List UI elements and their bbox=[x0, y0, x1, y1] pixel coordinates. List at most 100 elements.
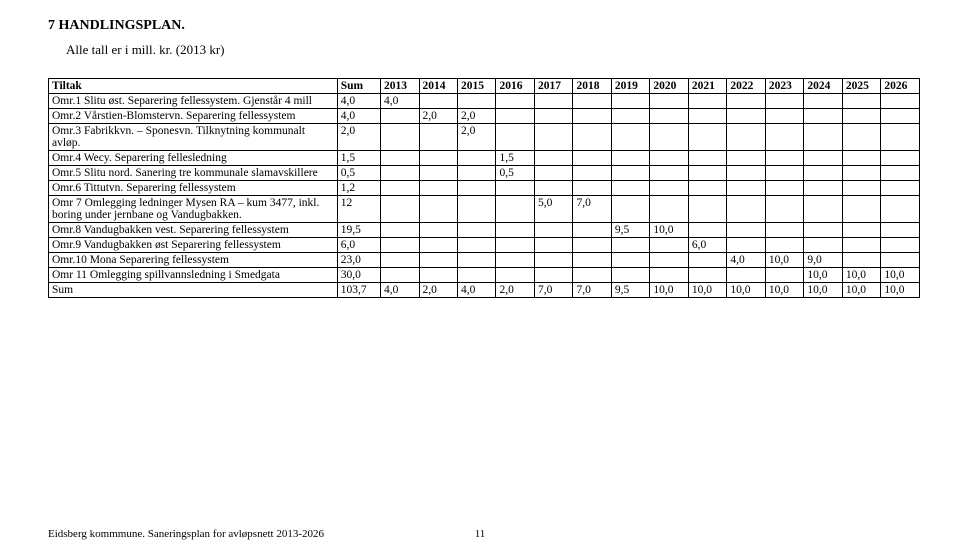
cell: 2,0 bbox=[419, 283, 457, 298]
row-label: Omr.8 Vandugbakken vest. Separering fell… bbox=[49, 223, 338, 238]
cell bbox=[650, 166, 688, 181]
cell bbox=[573, 166, 611, 181]
cell bbox=[573, 109, 611, 124]
cell bbox=[765, 109, 803, 124]
cell bbox=[881, 238, 920, 253]
cell bbox=[457, 268, 495, 283]
cell bbox=[765, 124, 803, 151]
cell bbox=[842, 181, 880, 196]
cell bbox=[457, 223, 495, 238]
cell bbox=[765, 166, 803, 181]
cell bbox=[650, 94, 688, 109]
col-header-sum: Sum bbox=[337, 79, 380, 94]
cell bbox=[496, 181, 534, 196]
cell bbox=[881, 253, 920, 268]
cell bbox=[381, 223, 419, 238]
cell bbox=[842, 223, 880, 238]
cell bbox=[611, 109, 649, 124]
cell: 2,0 bbox=[496, 283, 534, 298]
cell: 7,0 bbox=[573, 196, 611, 223]
table-row: Omr.9 Vandugbakken øst Separering felles… bbox=[49, 238, 920, 253]
cell bbox=[727, 124, 765, 151]
row-sum: 23,0 bbox=[337, 253, 380, 268]
cell bbox=[573, 124, 611, 151]
row-sum: 19,5 bbox=[337, 223, 380, 238]
cell bbox=[765, 268, 803, 283]
cell bbox=[573, 94, 611, 109]
cell bbox=[688, 196, 726, 223]
cell bbox=[496, 223, 534, 238]
cell: 10,0 bbox=[804, 268, 842, 283]
cell: 2,0 bbox=[457, 109, 495, 124]
cell bbox=[727, 109, 765, 124]
cell: 6,0 bbox=[688, 238, 726, 253]
cell bbox=[688, 151, 726, 166]
cell: 4,0 bbox=[381, 283, 419, 298]
cell bbox=[765, 181, 803, 196]
cell bbox=[650, 151, 688, 166]
cell bbox=[534, 94, 572, 109]
table-row: Omr.5 Slitu nord. Sanering tre kommunale… bbox=[49, 166, 920, 181]
cell bbox=[534, 223, 572, 238]
cell bbox=[650, 109, 688, 124]
cell bbox=[881, 166, 920, 181]
cell: 10,0 bbox=[881, 268, 920, 283]
cell bbox=[688, 268, 726, 283]
table-row: Omr.4 Wecy. Separering fellesledning1,51… bbox=[49, 151, 920, 166]
cell bbox=[727, 166, 765, 181]
col-header-year: 2026 bbox=[881, 79, 920, 94]
row-sum: 2,0 bbox=[337, 124, 380, 151]
cell bbox=[842, 166, 880, 181]
col-header-year: 2021 bbox=[688, 79, 726, 94]
cell bbox=[727, 151, 765, 166]
col-header-label: Tiltak bbox=[49, 79, 338, 94]
cell bbox=[765, 196, 803, 223]
cell bbox=[727, 94, 765, 109]
cell bbox=[381, 151, 419, 166]
row-label: Omr.9 Vandugbakken øst Separering felles… bbox=[49, 238, 338, 253]
cell bbox=[496, 196, 534, 223]
cell bbox=[881, 196, 920, 223]
cell bbox=[496, 253, 534, 268]
cell bbox=[419, 268, 457, 283]
cell bbox=[688, 124, 726, 151]
cell bbox=[419, 124, 457, 151]
cell bbox=[534, 268, 572, 283]
cell bbox=[804, 94, 842, 109]
cell bbox=[765, 151, 803, 166]
cell: 10,0 bbox=[688, 283, 726, 298]
cell bbox=[419, 94, 457, 109]
cell bbox=[457, 151, 495, 166]
row-label: Sum bbox=[49, 283, 338, 298]
cell: 10,0 bbox=[842, 283, 880, 298]
row-label: Omr.3 Fabrikkvn. – Sponesvn. Tilknytning… bbox=[49, 124, 338, 151]
cell bbox=[804, 238, 842, 253]
row-sum: 1,2 bbox=[337, 181, 380, 196]
col-header-year: 2018 bbox=[573, 79, 611, 94]
cell bbox=[381, 181, 419, 196]
cell: 7,0 bbox=[573, 283, 611, 298]
cell bbox=[534, 253, 572, 268]
cell bbox=[727, 268, 765, 283]
col-header-year: 2022 bbox=[727, 79, 765, 94]
cell: 10,0 bbox=[727, 283, 765, 298]
cell bbox=[842, 109, 880, 124]
cell bbox=[496, 238, 534, 253]
cell bbox=[573, 253, 611, 268]
cell bbox=[573, 151, 611, 166]
cell bbox=[650, 238, 688, 253]
cell bbox=[457, 94, 495, 109]
cell bbox=[611, 181, 649, 196]
cell bbox=[804, 181, 842, 196]
cell: 4,0 bbox=[381, 94, 419, 109]
table-row: Omr.2 Vårstien-Blomstervn. Separering fe… bbox=[49, 109, 920, 124]
cell bbox=[419, 253, 457, 268]
cell bbox=[381, 238, 419, 253]
col-header-year: 2020 bbox=[650, 79, 688, 94]
row-label: Omr.2 Vårstien-Blomstervn. Separering fe… bbox=[49, 109, 338, 124]
cell bbox=[457, 238, 495, 253]
cell bbox=[881, 124, 920, 151]
cell: 9,0 bbox=[804, 253, 842, 268]
cell bbox=[534, 166, 572, 181]
cell bbox=[842, 196, 880, 223]
